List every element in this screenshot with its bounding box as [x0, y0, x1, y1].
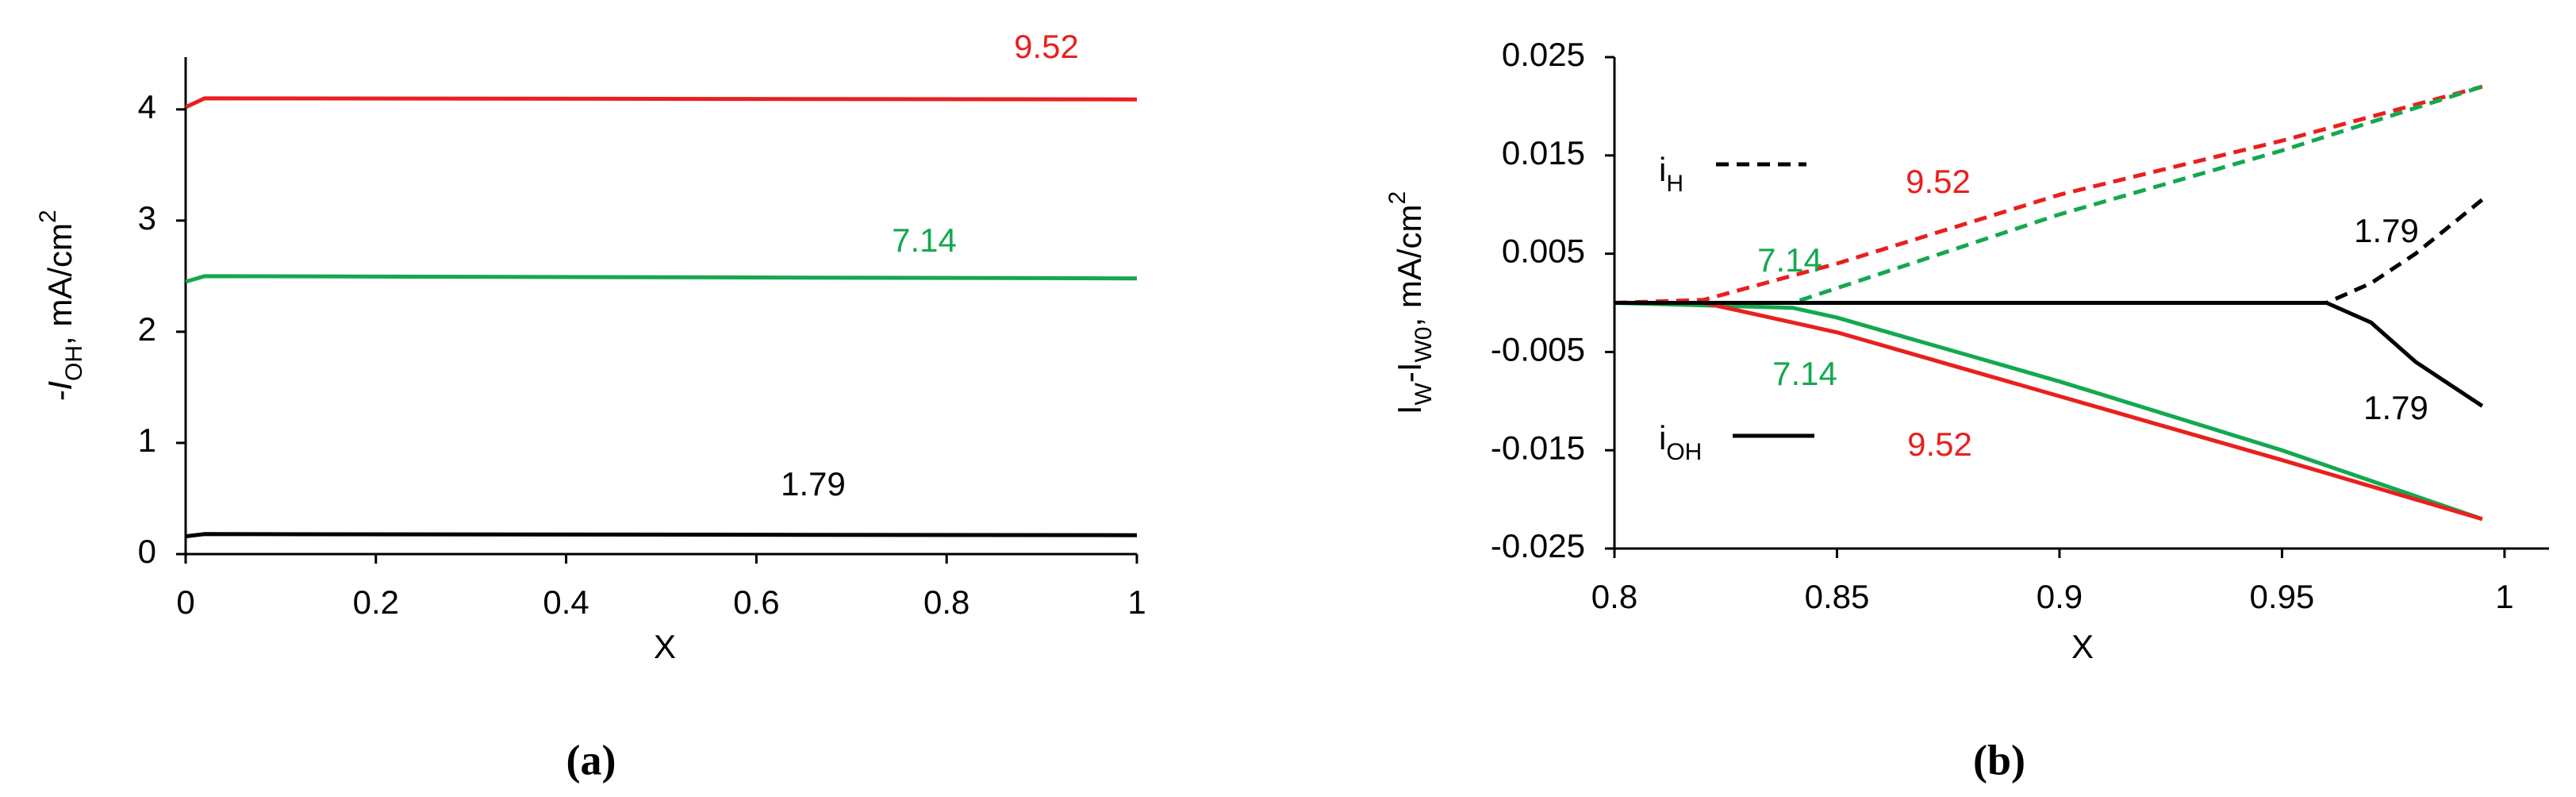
x-tick-label: 0.8 — [1591, 578, 1637, 615]
y-label-part: W — [1411, 383, 1437, 406]
series-label: 7.14 — [1772, 355, 1837, 392]
y-tick-label: 4 — [138, 88, 156, 125]
series-label: 7.14 — [892, 221, 957, 259]
y-label-part: -I — [41, 381, 79, 402]
series-line — [1614, 301, 2483, 522]
x-tick-label: 0.85 — [1805, 578, 1870, 615]
series-line — [184, 96, 1138, 110]
y-tick-label: -0.005 — [1491, 330, 1585, 368]
x-tick-label: 0 — [176, 583, 194, 621]
series-label: 7.14 — [1757, 241, 1822, 279]
y-label-part: OH — [61, 345, 87, 381]
y-tick-label: 1 — [138, 422, 156, 459]
caption: (a) — [566, 736, 616, 784]
x-tick-label: 1 — [2495, 578, 2513, 615]
y-tick-label: -0.025 — [1491, 527, 1585, 564]
y-label-part: 2 — [1384, 191, 1411, 205]
y-label-part: 2 — [35, 210, 61, 223]
y-label-part: I — [1391, 406, 1428, 415]
series-line — [1614, 84, 2483, 305]
legend-text: i — [1659, 151, 1666, 188]
x-tick-label: 0.9 — [2037, 578, 2083, 615]
y-tick-label: 0 — [138, 533, 156, 570]
y-axis-label: -IOH, mA/cm2 — [35, 210, 87, 401]
series-label: 1.79 — [2354, 212, 2419, 249]
legend-sub: OH — [1666, 439, 1702, 465]
x-axis-label: X — [654, 628, 676, 665]
series-label: 9.52 — [1906, 163, 1971, 200]
series-label: 1.79 — [781, 465, 846, 502]
series-line — [185, 532, 1138, 539]
legend-sub: H — [1666, 171, 1683, 197]
y-tick-label: 3 — [138, 199, 156, 237]
legend-text: i — [1659, 419, 1666, 456]
y-tick-label: 2 — [138, 310, 156, 348]
x-tick-label: 0.2 — [353, 583, 399, 621]
series-label: 9.52 — [1907, 425, 1972, 463]
legend-label: iOH — [1659, 419, 1702, 465]
series-label: 9.52 — [1014, 28, 1079, 65]
x-tick-label: 0.8 — [923, 583, 969, 621]
y-tick-label: 0.005 — [1502, 233, 1585, 270]
y-tick-label: -0.015 — [1491, 429, 1585, 466]
y-tick-label: 0.025 — [1502, 36, 1585, 73]
y-label-part: , mA/cm — [1391, 205, 1428, 327]
y-axis-label: IW-IW0, mA/cm2 — [1384, 191, 1437, 414]
series-line — [1614, 301, 2484, 408]
x-tick-label: 0.6 — [733, 583, 779, 621]
x-tick-label: 1 — [1127, 583, 1146, 621]
y-tick-label: 0.015 — [1502, 134, 1585, 171]
series-line — [1614, 84, 2483, 305]
caption: (b) — [1973, 736, 2025, 784]
legend-label: iH — [1659, 151, 1683, 197]
series-label: 1.79 — [2363, 389, 2428, 426]
y-label-part: -I — [1391, 363, 1428, 383]
x-tick-label: 0.95 — [2250, 578, 2315, 615]
x-tick-label: 0.4 — [543, 583, 589, 621]
y-label-part: W0 — [1411, 327, 1437, 363]
series-line — [1614, 301, 2483, 522]
y-label-part: , mA/cm — [41, 223, 79, 345]
x-axis-label: X — [2071, 628, 2094, 665]
series-line — [185, 274, 1138, 284]
